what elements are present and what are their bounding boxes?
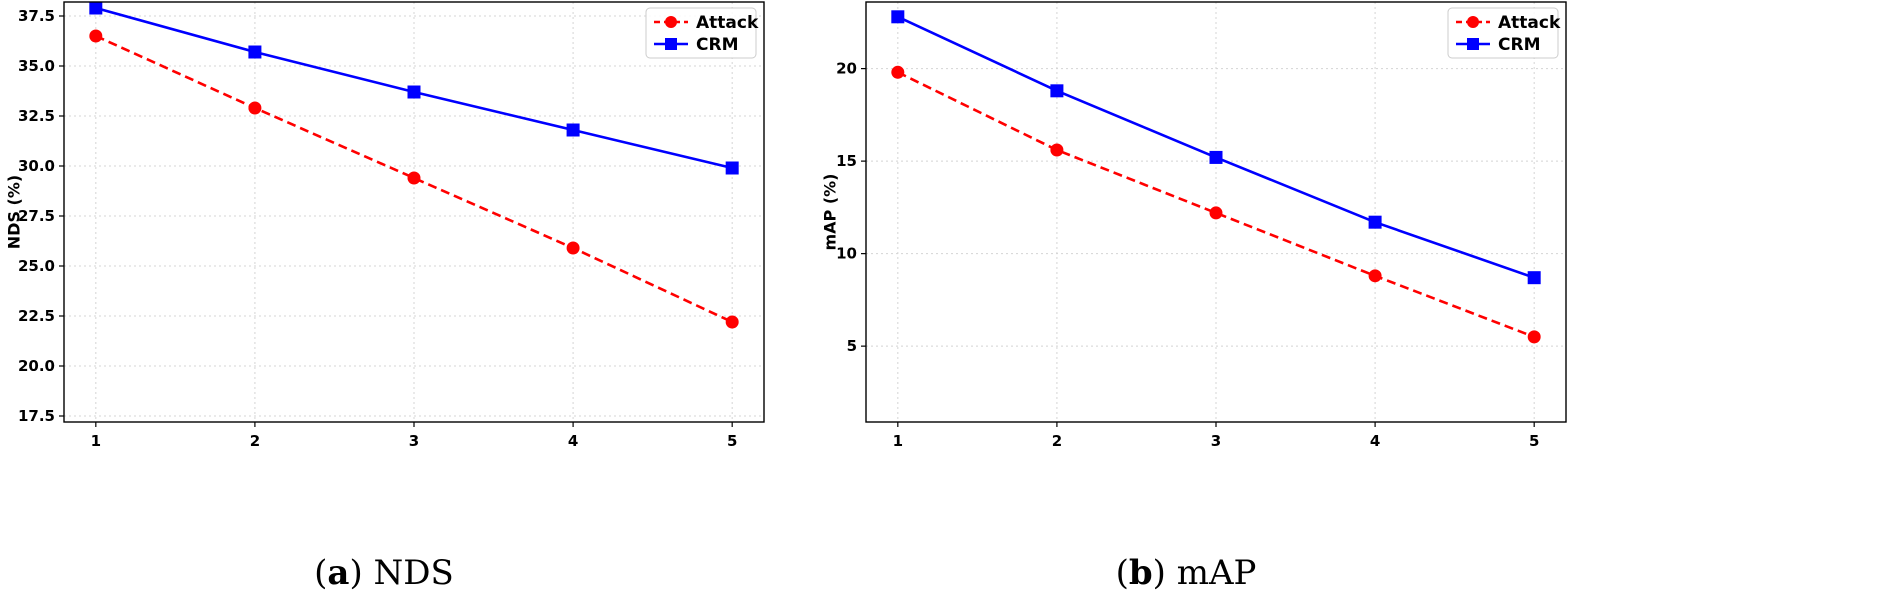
y-tick-label: 35.0	[18, 57, 55, 75]
y-tick-label: 37.5	[18, 7, 55, 25]
panel-caption: (a) NDS	[314, 553, 454, 593]
data-point-attack	[891, 65, 905, 79]
y-tick-label: 5	[847, 337, 857, 355]
caption-text: ) mAP	[1153, 553, 1257, 593]
y-tick-label: 20.0	[18, 357, 55, 375]
x-tick-label: 5	[1529, 432, 1539, 450]
data-point-attack	[1050, 143, 1064, 157]
x-tick-label: 1	[91, 432, 101, 450]
data-point-crm	[248, 45, 262, 59]
y-tick-label: 30.0	[18, 157, 55, 175]
data-point-crm	[891, 10, 905, 24]
caption-letter: b	[1129, 553, 1153, 593]
data-point-attack	[89, 29, 103, 43]
data-point-attack	[725, 315, 739, 329]
y-tick-label: 20	[836, 60, 857, 78]
data-point-crm	[89, 1, 103, 15]
x-tick-label: 2	[250, 432, 260, 450]
y-tick-label: 15	[836, 152, 857, 170]
y-axis-label: mAP (%)	[821, 173, 840, 250]
legend-marker-attack	[1467, 16, 1479, 28]
y-axis-label: NDS (%)	[5, 175, 24, 249]
data-point-attack	[1527, 330, 1541, 344]
caption-letter: a	[327, 553, 349, 593]
y-tick-label: 22.5	[18, 307, 55, 325]
data-point-attack	[1209, 206, 1223, 220]
data-point-crm	[1050, 84, 1064, 98]
legend-label-attack: Attack	[696, 13, 759, 33]
data-point-crm	[1368, 215, 1382, 229]
data-point-crm	[566, 123, 580, 137]
x-tick-label: 5	[727, 432, 737, 450]
series-line-attack	[95, 34, 733, 324]
y-tick-label: 27.5	[18, 207, 55, 225]
data-point-attack	[248, 101, 262, 115]
data-point-attack	[566, 241, 580, 255]
data-point-crm	[1209, 150, 1223, 164]
x-tick-label: 2	[1052, 432, 1062, 450]
data-point-crm	[1527, 271, 1541, 285]
legend-marker-crm	[665, 38, 677, 50]
y-tick-label: 25.0	[18, 257, 55, 275]
y-tick-label: 10	[836, 245, 857, 263]
series-line-attack	[897, 71, 1535, 339]
panel-caption: (b) mAP	[1116, 553, 1257, 593]
data-point-crm	[725, 161, 739, 175]
legend-label-crm: CRM	[1498, 35, 1540, 55]
x-tick-label: 4	[1370, 432, 1380, 450]
caption-text: ) NDS	[349, 553, 453, 593]
panel-a-nds: 17.5 20.0 22.5 25.0 27.5 30.0 32.5 35.0 37.5 1 2 3 4…	[5, 1, 765, 593]
axes-frame	[63, 1, 765, 423]
x-tick-label: 3	[409, 432, 419, 450]
x-tick-label: 1	[893, 432, 903, 450]
data-point-attack	[407, 171, 421, 185]
y-tick-label: 17.5	[18, 407, 55, 425]
legend-label-attack: Attack	[1498, 13, 1561, 33]
legend-marker-attack	[665, 16, 677, 28]
legend-marker-crm	[1467, 38, 1479, 50]
x-tick-label: 4	[568, 432, 578, 450]
data-point-crm	[407, 85, 421, 99]
axes-frame	[865, 1, 1567, 423]
x-tick-label: 3	[1211, 432, 1221, 450]
legend-label-crm: CRM	[696, 35, 738, 55]
data-point-attack	[1368, 269, 1382, 283]
caption-open-paren: (	[1116, 553, 1129, 593]
y-tick-label: 32.5	[18, 107, 55, 125]
caption-open-paren: (	[314, 553, 327, 593]
